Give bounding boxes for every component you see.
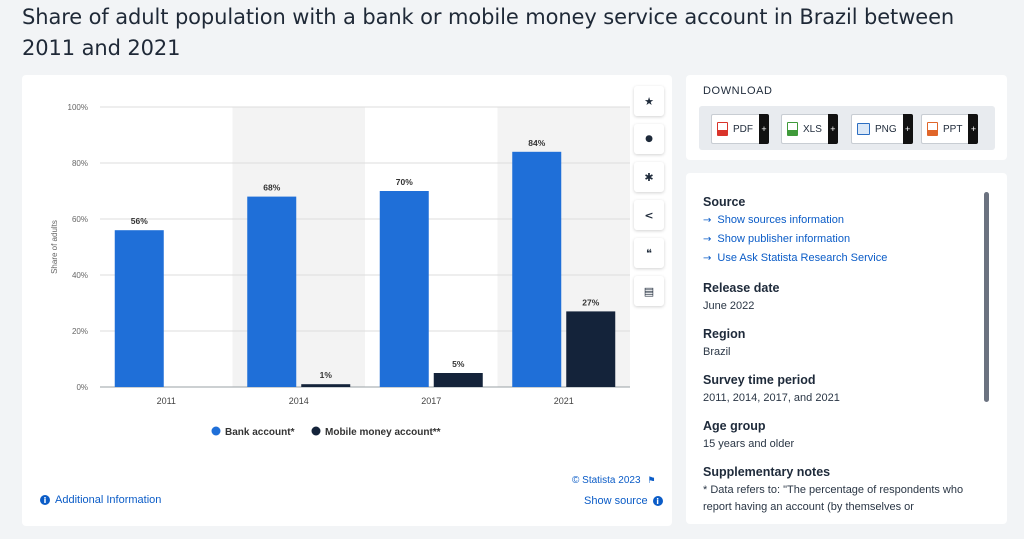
show-publisher-label: Show publisher information bbox=[717, 233, 851, 245]
info-icon: i bbox=[652, 496, 663, 506]
xls-icon bbox=[787, 122, 798, 136]
y-tick-label: 80% bbox=[72, 159, 88, 168]
bar-chart: 0% 20% 40% 60% 80% 100% Share of adults 56% 2011… bbox=[50, 103, 630, 438]
ppt-icon bbox=[927, 122, 938, 136]
mobile-money-bar bbox=[301, 384, 351, 387]
quote-icon: ❝ bbox=[646, 246, 652, 260]
data-label: 70% bbox=[396, 177, 413, 187]
supplementary-notes-value: * Data refers to: "The percentage of res… bbox=[703, 484, 964, 513]
page-title: Share of adult population with a bank or… bbox=[22, 5, 955, 60]
download-title: DOWNLOAD bbox=[703, 85, 773, 97]
region-value: Brazil bbox=[703, 346, 731, 358]
plus-icon: + bbox=[902, 114, 913, 144]
download-pdf-label: PDF bbox=[733, 123, 753, 135]
print-icon: ▤ bbox=[643, 284, 655, 298]
arrow-right-icon: → bbox=[703, 234, 712, 245]
share-button[interactable]: < bbox=[634, 200, 664, 230]
legend-marker bbox=[311, 426, 321, 436]
y-tick-label: 40% bbox=[72, 271, 88, 280]
download-png-button[interactable]: PNG + bbox=[851, 114, 913, 144]
mobile-money-bar bbox=[433, 373, 483, 387]
download-ppt-label: PPT bbox=[943, 123, 963, 135]
y-tick-label: 100% bbox=[68, 103, 88, 112]
plus-icon: + bbox=[759, 114, 769, 144]
y-tick-label: 0% bbox=[76, 383, 88, 392]
png-icon bbox=[857, 123, 870, 135]
share-icon: < bbox=[644, 208, 654, 222]
arrow-right-icon: → bbox=[703, 253, 712, 264]
ask-statista-label: Use Ask Statista Research Service bbox=[717, 252, 888, 264]
release-date-heading: Release date bbox=[703, 281, 780, 295]
survey-period-heading: Survey time period bbox=[703, 373, 816, 387]
download-ppt-button[interactable]: PPT + bbox=[921, 114, 979, 144]
x-tick-label: 2014 bbox=[289, 396, 309, 406]
source-panel-scrollbar[interactable] bbox=[984, 192, 989, 402]
data-label: 84% bbox=[528, 138, 545, 148]
source-heading: Source bbox=[703, 195, 746, 209]
gear-icon: ✱ bbox=[644, 170, 654, 184]
plus-icon: + bbox=[968, 114, 979, 144]
y-axis-label: Share of adults bbox=[50, 220, 59, 274]
show-sources-link[interactable]: → Show sources information bbox=[703, 211, 983, 230]
additional-information-label: Additional Information bbox=[55, 494, 162, 506]
x-tick-label: 2021 bbox=[554, 396, 574, 406]
release-date-value: June 2022 bbox=[703, 300, 755, 312]
data-label: 27% bbox=[582, 297, 599, 307]
data-label: 56% bbox=[131, 216, 148, 226]
data-label: 1% bbox=[320, 370, 333, 380]
bank-account-bar bbox=[114, 230, 164, 387]
ask-statista-link[interactable]: → Use Ask Statista Research Service bbox=[703, 249, 983, 268]
settings-button[interactable]: ✱ bbox=[634, 162, 664, 192]
bell-icon: ● bbox=[645, 134, 653, 144]
age-group-heading: Age group bbox=[703, 419, 766, 433]
pdf-icon bbox=[717, 122, 728, 136]
copyright-label: © Statista 2023 bbox=[572, 475, 641, 486]
show-publisher-link[interactable]: → Show publisher information bbox=[703, 230, 983, 249]
survey-period-value: 2011, 2014, 2017, and 2021 bbox=[703, 392, 840, 404]
show-source-link[interactable]: Show source i bbox=[584, 495, 663, 507]
bank-account-bar bbox=[379, 191, 429, 387]
additional-information-link[interactable]: i Additional Information bbox=[40, 494, 161, 506]
source-panel: Source → Show sources information → Show p… bbox=[686, 173, 1007, 524]
download-pdf-button[interactable]: PDF + bbox=[711, 114, 769, 144]
show-source-label: Show source bbox=[584, 495, 648, 507]
print-button[interactable]: ▤ bbox=[634, 276, 664, 306]
info-icon: i bbox=[40, 495, 50, 505]
legend-marker bbox=[211, 426, 221, 436]
flag-icon: ⚑ bbox=[647, 476, 656, 486]
notification-button[interactable]: ● bbox=[634, 124, 664, 154]
bank-account-bar bbox=[512, 151, 562, 387]
download-bar: PDF + XLS + PNG + PPT + bbox=[699, 106, 995, 150]
y-tick-label: 60% bbox=[72, 215, 88, 224]
chart-card: 0% 20% 40% 60% 80% 100% Share of adults 56% 2011… bbox=[22, 75, 672, 526]
copyright-link[interactable]: © Statista 2023 ⚑ bbox=[572, 475, 655, 486]
download-xls-button[interactable]: XLS + bbox=[781, 114, 838, 144]
arrow-right-icon: → bbox=[703, 215, 712, 226]
download-panel: DOWNLOAD PDF + XLS + PNG + PPT + bbox=[686, 75, 1007, 160]
mobile-money-bar bbox=[566, 311, 616, 387]
download-png-label: PNG bbox=[875, 123, 897, 135]
bank-account-bar bbox=[247, 196, 297, 387]
legend-label: Bank account* bbox=[225, 427, 295, 438]
age-group-value: 15 years and older bbox=[703, 438, 795, 450]
show-sources-label: Show sources information bbox=[717, 214, 844, 226]
data-label: 68% bbox=[263, 183, 280, 193]
region-heading: Region bbox=[703, 327, 746, 341]
star-icon: ★ bbox=[644, 94, 654, 108]
cite-button[interactable]: ❝ bbox=[634, 238, 664, 268]
y-tick-label: 20% bbox=[72, 327, 88, 336]
x-tick-label: 2017 bbox=[421, 396, 441, 406]
legend-label: Mobile money account** bbox=[325, 427, 441, 438]
download-xls-label: XLS bbox=[803, 123, 822, 135]
supplementary-notes-heading: Supplementary notes bbox=[703, 465, 831, 479]
plus-icon: + bbox=[827, 114, 838, 144]
favorite-button[interactable]: ★ bbox=[634, 86, 664, 116]
x-tick-label: 2011 bbox=[157, 396, 176, 406]
data-label: 5% bbox=[452, 359, 465, 369]
